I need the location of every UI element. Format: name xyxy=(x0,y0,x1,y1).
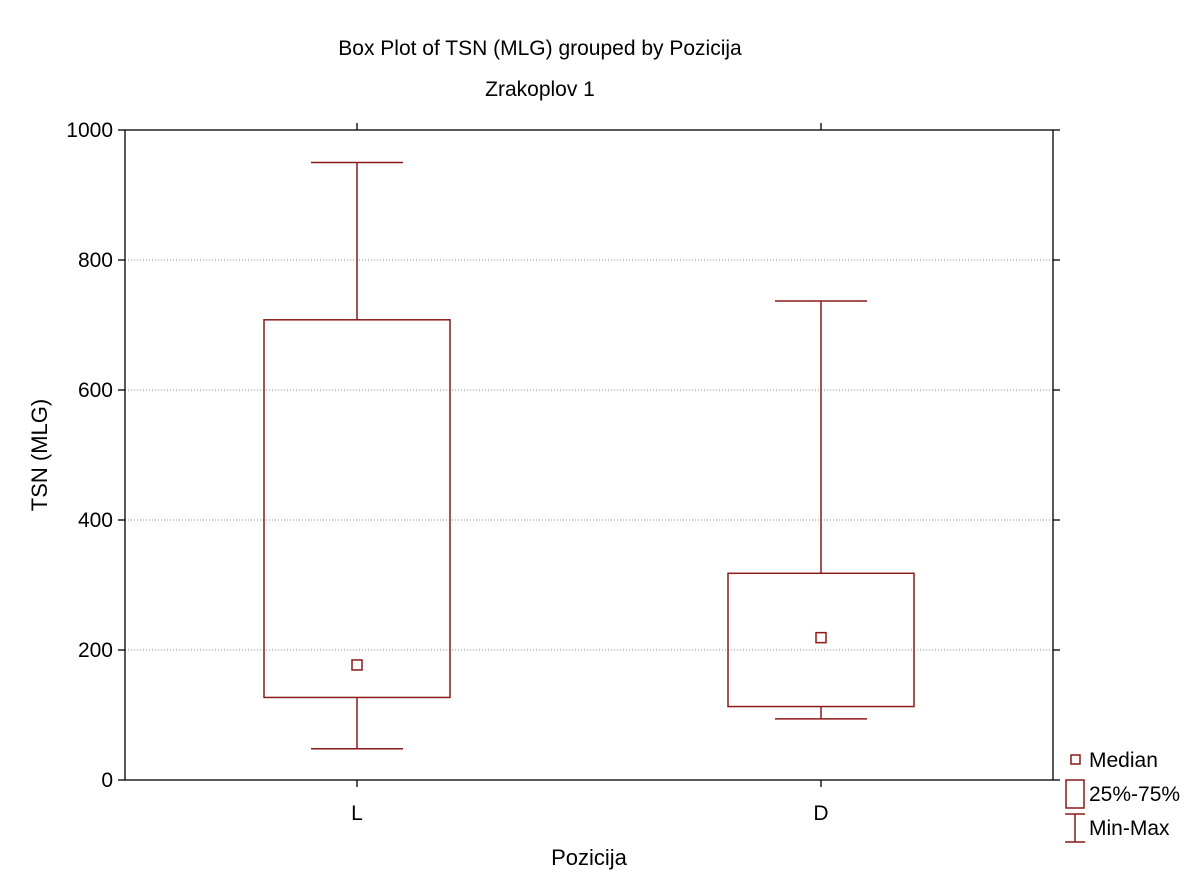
legend: Median 25%-75% Min-Max xyxy=(1065,749,1180,843)
y-tick-label: 400 xyxy=(78,509,113,532)
box-D xyxy=(727,300,915,720)
boxes xyxy=(263,161,915,750)
plot-area-frame xyxy=(124,129,1054,781)
legend-label-median: Median xyxy=(1089,749,1158,772)
x-tick-label: L xyxy=(351,802,363,825)
box-iqr xyxy=(727,572,915,708)
legend-label-box: 25%-75% xyxy=(1089,783,1180,806)
chart-subtitle: Zrakoplov 1 xyxy=(485,78,595,101)
median-marker xyxy=(815,631,827,644)
y-tick-label: 0 xyxy=(101,769,113,792)
x-tick-label: D xyxy=(813,802,828,825)
box-iqr xyxy=(263,319,451,699)
y-tick-label: 600 xyxy=(78,379,113,402)
y-tick-label: 1000 xyxy=(66,119,113,142)
legend-box-symbol xyxy=(1065,779,1085,809)
y-tick-label: 800 xyxy=(78,249,113,272)
y-tick-label: 200 xyxy=(78,639,113,662)
legend-median-symbol xyxy=(1070,754,1081,765)
median-marker xyxy=(351,659,363,671)
chart-title: Box Plot of TSN (MLG) grouped by Pozicij… xyxy=(338,37,742,60)
y-axis-label: TSN (MLG) xyxy=(27,399,52,511)
y-axis: 0 200 400 600 800 1000 xyxy=(66,119,1060,792)
box-L xyxy=(263,161,451,750)
legend-label-whisker: Min-Max xyxy=(1089,817,1170,840)
x-axis-label: Pozicija xyxy=(551,845,628,870)
